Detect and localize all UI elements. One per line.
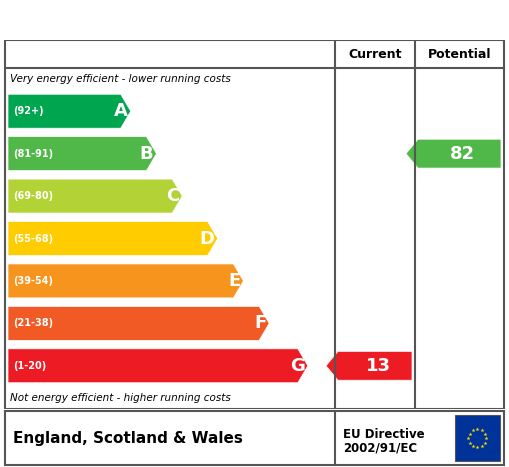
Text: G: G — [290, 357, 305, 375]
Polygon shape — [406, 139, 501, 168]
Polygon shape — [8, 349, 308, 383]
Text: E: E — [228, 272, 240, 290]
Polygon shape — [8, 221, 218, 255]
Text: Potential: Potential — [428, 48, 491, 61]
Bar — [455, 415, 500, 461]
Text: (21-38): (21-38) — [13, 318, 53, 328]
Polygon shape — [8, 306, 269, 340]
Text: C: C — [166, 187, 179, 205]
Text: F: F — [254, 314, 266, 333]
Text: A: A — [114, 102, 128, 120]
Text: (55-68): (55-68) — [13, 234, 53, 243]
Text: B: B — [140, 145, 153, 163]
Text: EU Directive: EU Directive — [343, 427, 425, 440]
Polygon shape — [8, 264, 243, 298]
Text: (1-20): (1-20) — [13, 361, 46, 371]
Text: D: D — [200, 229, 215, 248]
Text: Current: Current — [348, 48, 402, 61]
Text: 82: 82 — [450, 145, 475, 163]
Polygon shape — [8, 179, 182, 213]
Text: Very energy efficient - lower running costs: Very energy efficient - lower running co… — [10, 74, 231, 84]
Polygon shape — [326, 351, 412, 380]
Polygon shape — [8, 94, 131, 128]
Text: Energy Efficiency Rating: Energy Efficiency Rating — [15, 10, 322, 30]
Text: Not energy efficient - higher running costs: Not energy efficient - higher running co… — [10, 393, 231, 403]
Text: 2002/91/EC: 2002/91/EC — [343, 441, 417, 454]
Text: (39-54): (39-54) — [13, 276, 53, 286]
Text: 13: 13 — [365, 357, 390, 375]
Text: (69-80): (69-80) — [13, 191, 53, 201]
Text: England, Scotland & Wales: England, Scotland & Wales — [13, 431, 243, 446]
Text: (81-91): (81-91) — [13, 149, 53, 159]
Text: (92+): (92+) — [13, 106, 44, 116]
Polygon shape — [8, 137, 156, 170]
